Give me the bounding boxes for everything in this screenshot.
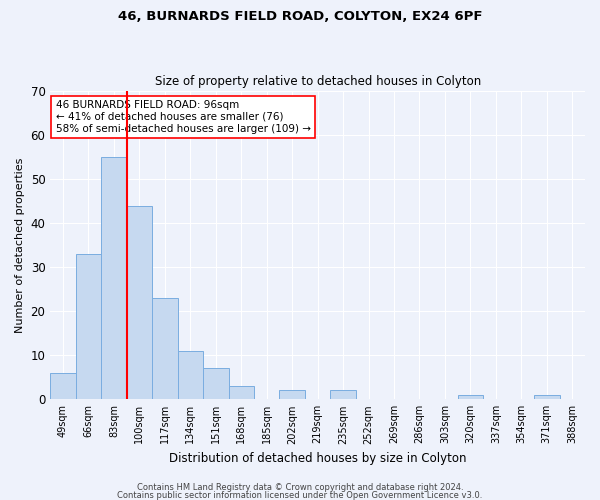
Bar [152,298,178,400]
Bar [229,386,254,400]
Bar [76,254,101,400]
Text: Contains public sector information licensed under the Open Government Licence v3: Contains public sector information licen… [118,490,482,500]
Title: Size of property relative to detached houses in Colyton: Size of property relative to detached ho… [155,76,481,88]
Bar [50,373,76,400]
Bar [101,157,127,400]
Bar [127,206,152,400]
Bar [178,351,203,400]
Text: Contains HM Land Registry data © Crown copyright and database right 2024.: Contains HM Land Registry data © Crown c… [137,483,463,492]
Bar [458,395,483,400]
Y-axis label: Number of detached properties: Number of detached properties [15,158,25,333]
Bar [203,368,229,400]
Bar [534,395,560,400]
Text: 46 BURNARDS FIELD ROAD: 96sqm
← 41% of detached houses are smaller (76)
58% of s: 46 BURNARDS FIELD ROAD: 96sqm ← 41% of d… [56,100,311,134]
Bar [280,390,305,400]
Bar [331,390,356,400]
X-axis label: Distribution of detached houses by size in Colyton: Distribution of detached houses by size … [169,452,466,465]
Text: 46, BURNARDS FIELD ROAD, COLYTON, EX24 6PF: 46, BURNARDS FIELD ROAD, COLYTON, EX24 6… [118,10,482,23]
